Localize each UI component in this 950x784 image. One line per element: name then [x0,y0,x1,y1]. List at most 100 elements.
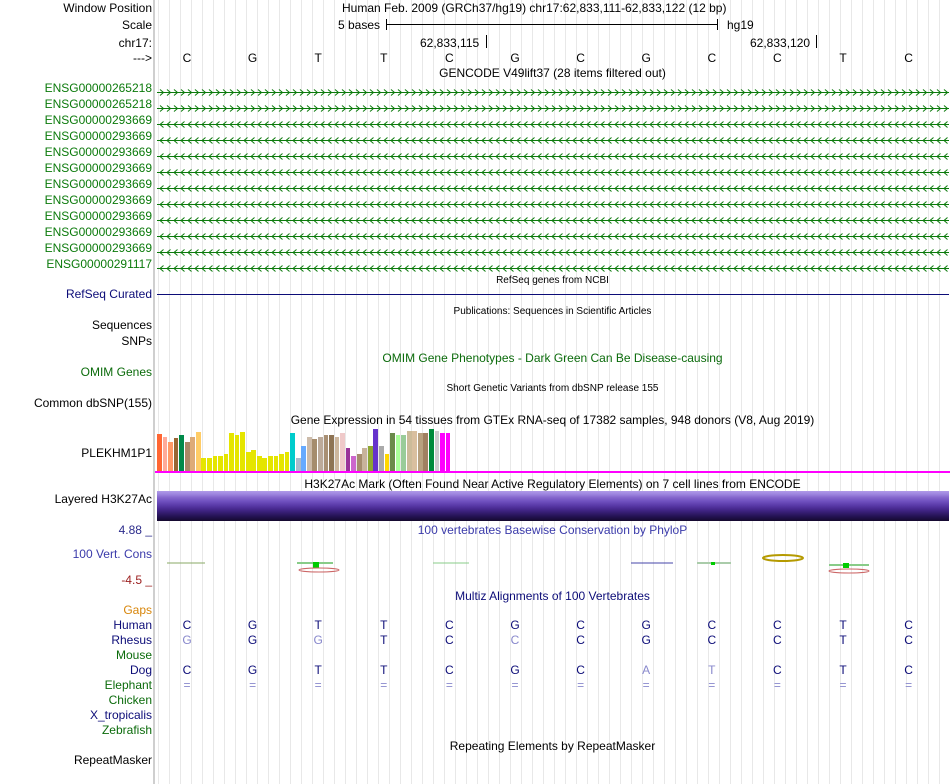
gtex-tissue-bar[interactable] [240,432,245,471]
species-label[interactable]: Zebrafish [101,723,152,737]
gtex-tissue-bar[interactable] [157,434,162,471]
publications-track-title[interactable]: Publications: Sequences in Scientific Ar… [453,306,652,317]
gtex-tissue-bar[interactable] [162,437,168,471]
gtex-tissue-bar[interactable] [190,437,196,471]
phylop-signal[interactable] [157,550,949,580]
gene-label[interactable]: ENSG00000293669 [44,241,152,255]
gtex-tissue-bar[interactable] [356,454,362,471]
gtex-tissue-bar[interactable] [301,446,307,471]
gene-feature[interactable] [157,181,949,192]
gtex-tissue-bar[interactable] [173,438,179,471]
gtex-tissue-bar[interactable] [223,454,229,471]
sequences-label[interactable]: Sequences [91,318,152,332]
species-label[interactable]: X_tropicalis [89,708,152,722]
gtex-tissue-bar[interactable] [251,450,257,471]
gene-label[interactable]: ENSG00000293669 [44,177,152,191]
gtex-track-title[interactable]: Gene Expression in 54 tissues from GTEx … [290,413,815,427]
gtex-gene-line[interactable] [155,471,950,473]
gencode-track-title[interactable]: GENCODE V49lift37 (28 items filtered out… [439,66,666,80]
gene-feature[interactable] [157,197,949,208]
gene-label[interactable]: ENSG00000293669 [44,161,152,175]
h3k27ac-signal[interactable] [157,491,949,521]
gaps-label[interactable]: Gaps [123,603,152,617]
gtex-tissue-bar[interactable] [184,442,190,471]
gene-label[interactable]: ENSG00000293669 [44,113,152,127]
gtex-tissue-bar[interactable] [195,432,201,471]
refseq-track-title[interactable]: RefSeq genes from NCBI [496,275,609,286]
gtex-tissue-bar[interactable] [428,429,434,471]
gene-label[interactable]: ENSG00000265218 [44,81,152,95]
gene-label[interactable]: ENSG00000293669 [44,225,152,239]
gtex-tissue-bar[interactable] [279,454,284,471]
gtex-tissue-bar[interactable] [179,435,184,471]
species-label[interactable]: Mouse [115,648,152,662]
refseq-label[interactable]: RefSeq Curated [65,287,152,301]
gene-label[interactable]: ENSG00000293669 [44,145,152,159]
phylop-label[interactable]: 100 Vert. Cons [72,547,152,561]
species-label[interactable]: Human [113,618,152,632]
gene-feature[interactable] [157,245,949,256]
gtex-tissue-bar[interactable] [317,437,323,471]
gtex-tissue-bar[interactable] [367,446,373,471]
phylop-track-title[interactable]: 100 vertebrates Basewise Conservation by… [417,523,688,537]
gtex-tissue-bar[interactable] [306,437,312,471]
refseq-gene-line[interactable] [157,294,949,295]
gtex-tissue-bar[interactable] [329,435,334,471]
gtex-tissue-bar[interactable] [323,435,329,471]
gtex-tissue-bar[interactable] [362,448,368,471]
gene-feature[interactable] [157,85,949,96]
gtex-tissue-bar[interactable] [229,433,234,471]
gtex-tissue-bar[interactable] [351,456,356,471]
gtex-tissue-bar[interactable] [284,452,290,471]
gtex-tissue-bar[interactable] [379,446,384,471]
gene-feature[interactable] [157,149,949,160]
gtex-tissue-bar[interactable] [395,435,401,471]
gene-label[interactable]: ENSG00000293669 [44,209,152,223]
gtex-tissue-bar[interactable] [234,435,240,471]
gene-feature[interactable] [157,213,949,224]
gtex-tissue-bar[interactable] [384,454,390,471]
multiz-track-title[interactable]: Multiz Alignments of 100 Vertebrates [455,589,650,603]
gene-feature[interactable] [157,133,949,144]
repeatmasker-track-title[interactable]: Repeating Elements by RepeatMasker [449,739,656,753]
gtex-tissue-bar[interactable] [256,456,262,471]
species-label[interactable]: Rhesus [111,633,152,647]
dbsnp-track-title[interactable]: Short Genetic Variants from dbSNP releas… [446,383,659,394]
species-label[interactable]: Chicken [108,693,152,707]
gtex-tissue-bar[interactable] [440,433,445,471]
snps-label[interactable]: SNPs [121,334,152,348]
omim-track-title[interactable]: OMIM Gene Phenotypes - Dark Green Can Be… [382,351,723,365]
h3k27ac-label[interactable]: Layered H3K27Ac [54,492,152,506]
gtex-tissue-bar[interactable] [390,433,395,471]
gtex-tissue-bar[interactable] [412,431,418,471]
gtex-tissue-bar[interactable] [445,433,451,471]
repeatmasker-label[interactable]: RepeatMasker [73,753,152,767]
gtex-tissue-bar[interactable] [290,433,295,471]
gtex-tissue-bar[interactable] [212,456,218,471]
gene-label[interactable]: ENSG00000293669 [44,193,152,207]
gtex-tissue-bar[interactable] [334,437,340,471]
gtex-tissue-bar[interactable] [206,458,212,471]
species-label[interactable]: Elephant [104,678,152,692]
gtex-tissue-bar[interactable] [201,458,207,471]
gene-feature[interactable] [157,165,949,176]
gtex-tissue-bar[interactable] [312,439,318,471]
gtex-tissue-bar[interactable] [406,431,412,471]
gene-feature[interactable] [157,261,949,272]
gtex-tissue-bar[interactable] [295,458,301,471]
gene-feature[interactable] [157,229,949,240]
species-label[interactable]: Dog [129,663,152,677]
gtex-tissue-bar[interactable] [434,431,440,471]
gtex-tissue-bar[interactable] [168,442,173,471]
gene-label[interactable]: ENSG00000265218 [44,97,152,111]
gtex-tissue-bar[interactable] [273,456,279,471]
gtex-tissue-bar[interactable] [423,433,429,471]
gene-feature[interactable] [157,117,949,128]
gene-label[interactable]: ENSG00000291117 [46,257,152,271]
gtex-tissue-bar[interactable] [340,433,345,471]
gtex-tissue-bar[interactable] [218,456,223,471]
gtex-tissue-bar[interactable] [417,433,423,471]
gtex-tissue-bar[interactable] [268,456,273,471]
dbsnp-label[interactable]: Common dbSNP(155) [33,396,152,410]
omim-label[interactable]: OMIM Genes [80,365,152,379]
